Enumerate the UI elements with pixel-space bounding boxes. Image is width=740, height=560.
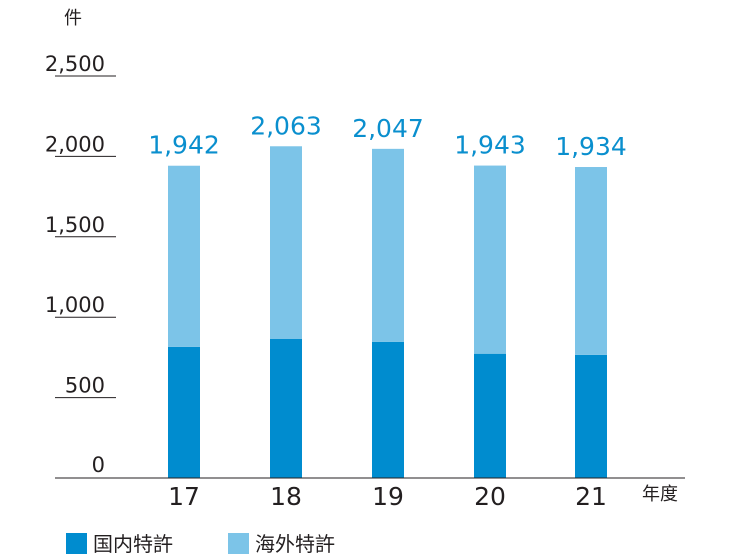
bars-group	[168, 146, 607, 478]
x-tick-label: 21	[575, 482, 607, 511]
x-tick-label: 18	[270, 482, 302, 511]
y-axis-unit-label: 件	[64, 8, 82, 29]
y-tick-label: 2,500	[45, 52, 105, 76]
bar-overseas-19	[372, 148, 404, 342]
total-label: 1,934	[555, 132, 627, 161]
y-tick-label: 0	[92, 453, 105, 477]
bar-overseas-20	[474, 165, 506, 354]
total-label: 2,047	[352, 114, 424, 143]
x-tick-label: 20	[474, 482, 506, 511]
x-axis: 17 18 19 20 21	[168, 482, 607, 511]
total-label: 2,063	[250, 111, 322, 140]
bar-domestic-18	[270, 338, 302, 478]
legend: 国内特許 海外特許	[66, 532, 335, 556]
bar-overseas-21	[575, 167, 607, 355]
y-tick-label: 2,000	[45, 132, 105, 156]
total-labels-group: 1,942 2,063 2,047 1,943 1,934	[148, 111, 627, 161]
legend-swatch	[228, 533, 249, 554]
y-tick-label: 500	[65, 374, 105, 398]
x-tick-label: 17	[168, 482, 200, 511]
y-axis: 0 500 1,000 1,500 2,000 2,500	[45, 52, 116, 477]
x-axis-unit-label: 年度	[642, 484, 678, 505]
bar-overseas-18	[270, 146, 302, 339]
legend-label: 海外特許	[255, 532, 335, 556]
bar-domestic-20	[474, 353, 506, 478]
total-label: 1,943	[454, 131, 526, 160]
y-tick-label: 1,000	[45, 293, 105, 317]
x-tick-label: 19	[372, 482, 404, 511]
legend-swatch	[66, 533, 87, 554]
total-label: 1,942	[148, 131, 220, 160]
y-tick-label: 1,500	[45, 213, 105, 237]
bar-domestic-17	[168, 346, 200, 478]
bar-domestic-19	[372, 341, 404, 478]
legend-label: 国内特許	[93, 532, 173, 556]
bar-domestic-21	[575, 354, 607, 478]
bar-overseas-17	[168, 165, 200, 347]
